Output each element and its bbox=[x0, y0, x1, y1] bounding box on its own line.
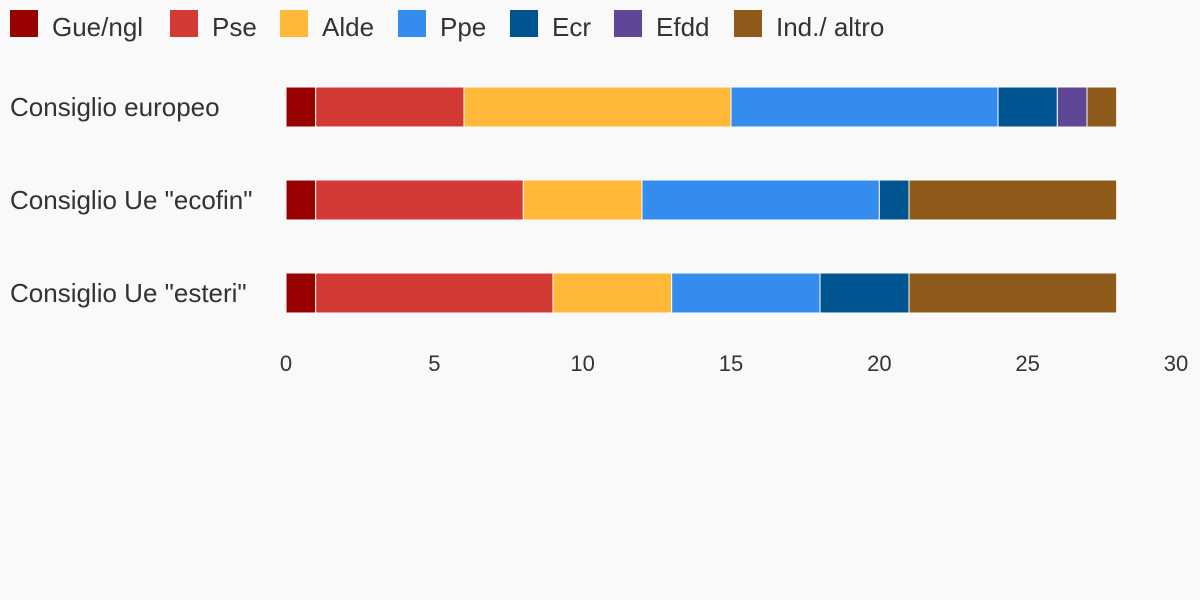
legend-label-pse: Pse bbox=[212, 12, 257, 42]
bar-segment-consiglio-ue-esteri-gue-ngl bbox=[285, 272, 317, 314]
category-label-consiglio-ue-ecofin: Consiglio Ue "ecofin" bbox=[10, 185, 252, 215]
legend: Gue/ngl Pse Alde Ppe Ecr Efdd Ind./ altro bbox=[10, 10, 884, 42]
legend-swatch-ppe bbox=[398, 10, 426, 37]
x-tick-label: 10 bbox=[570, 351, 594, 376]
bar-segment-consiglio-ue-ecofin-ppe bbox=[641, 179, 880, 221]
x-tick-label: 15 bbox=[719, 351, 743, 376]
bar-segment-consiglio-ue-ecofin-ecr bbox=[878, 179, 910, 221]
legend-label-ecr: Ecr bbox=[552, 12, 591, 42]
legend-swatch-pse bbox=[170, 10, 198, 37]
bar-segment-consiglio-europeo-alde bbox=[463, 86, 732, 128]
legend-label-gue-ngl: Gue/ngl bbox=[52, 12, 143, 42]
bar-segment-consiglio-ue-esteri-pse bbox=[315, 272, 554, 314]
bar-segment-consiglio-europeo-gue-ngl bbox=[285, 86, 317, 128]
legend-swatch-alde bbox=[280, 10, 308, 37]
legend-swatch-ind-altro bbox=[734, 10, 762, 37]
bar-segment-consiglio-ue-ecofin-ind-altro bbox=[908, 179, 1118, 221]
legend-label-alde: Alde bbox=[322, 12, 374, 42]
bar-segment-consiglio-ue-ecofin-alde bbox=[522, 179, 643, 221]
bar-segment-consiglio-europeo-pse bbox=[315, 86, 465, 128]
legend-swatch-efdd bbox=[614, 10, 642, 37]
x-axis: 0 5 10 15 20 25 30 bbox=[280, 351, 1188, 376]
bar-segment-consiglio-ue-esteri-ppe bbox=[671, 272, 821, 314]
bar-segment-consiglio-europeo-efdd bbox=[1056, 86, 1088, 128]
x-tick-label: 0 bbox=[280, 351, 292, 376]
bar-segment-consiglio-ue-esteri-alde bbox=[552, 272, 673, 314]
bars bbox=[285, 86, 1118, 314]
category-labels: Consiglio europeo Consiglio Ue "ecofin" Co… bbox=[10, 92, 252, 308]
bar-segment-consiglio-ue-ecofin-gue-ngl bbox=[285, 179, 317, 221]
bar-segment-consiglio-europeo-ecr bbox=[997, 86, 1058, 128]
bar-segment-consiglio-europeo-ind-altro bbox=[1086, 86, 1118, 128]
legend-label-ind-altro: Ind./ altro bbox=[776, 12, 884, 42]
legend-label-efdd: Efdd bbox=[656, 12, 710, 42]
category-label-consiglio-europeo: Consiglio europeo bbox=[10, 92, 220, 122]
category-label-consiglio-ue-esteri: Consiglio Ue "esteri" bbox=[10, 278, 247, 308]
x-tick-label: 30 bbox=[1164, 351, 1188, 376]
bar-segment-consiglio-ue-ecofin-pse bbox=[315, 179, 524, 221]
legend-swatch-gue-ngl bbox=[10, 10, 38, 37]
legend-swatch-ecr bbox=[510, 10, 538, 37]
bar-segment-consiglio-ue-esteri-ind-altro bbox=[908, 272, 1118, 314]
bar-segment-consiglio-ue-esteri-ecr bbox=[819, 272, 910, 314]
x-tick-label: 25 bbox=[1015, 351, 1039, 376]
x-tick-label: 5 bbox=[428, 351, 440, 376]
x-tick-label: 20 bbox=[867, 351, 891, 376]
legend-label-ppe: Ppe bbox=[440, 12, 486, 42]
bar-segment-consiglio-europeo-ppe bbox=[730, 86, 999, 128]
